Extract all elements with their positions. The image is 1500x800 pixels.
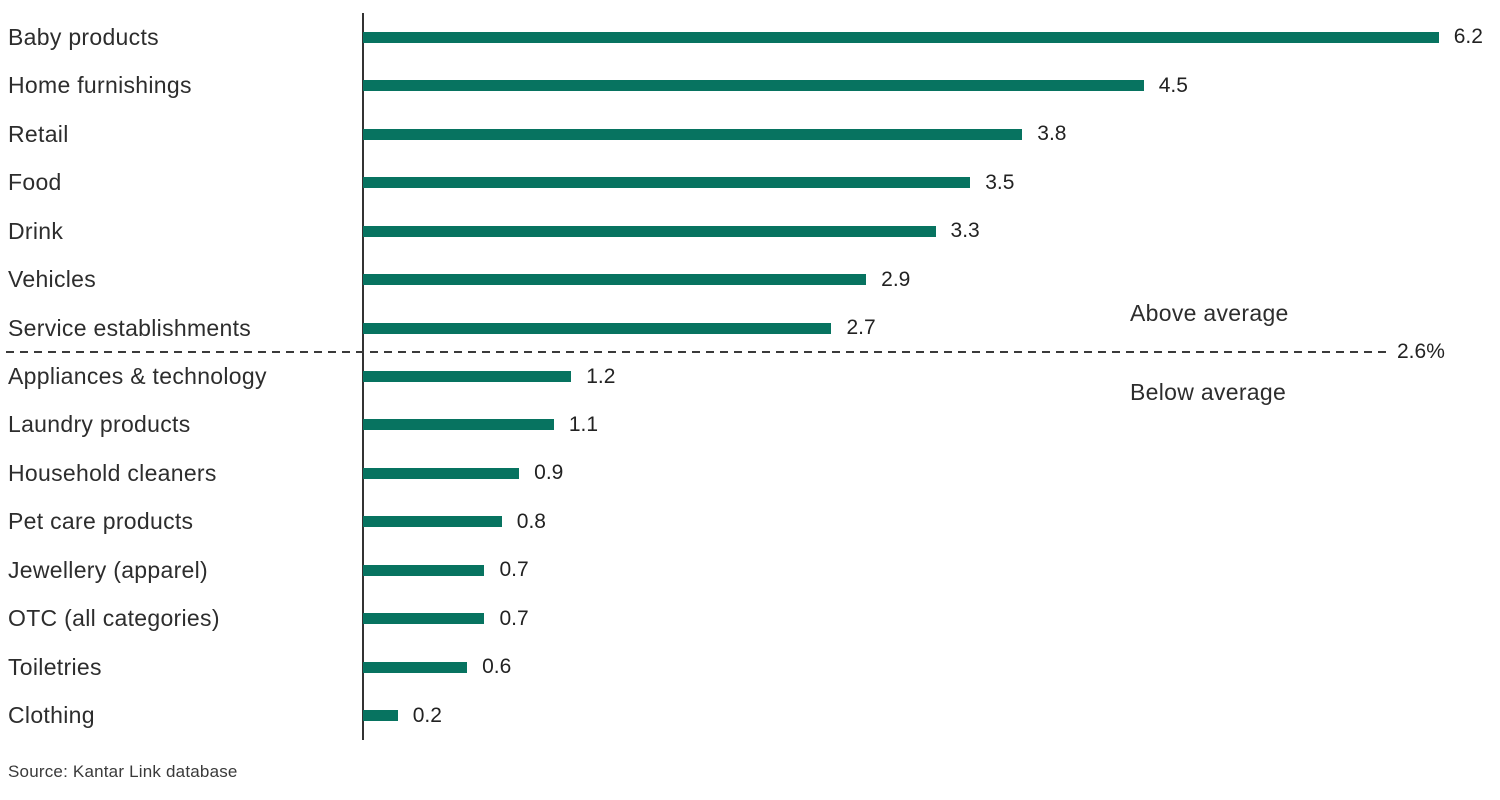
average-dashed-line (6, 351, 1387, 353)
chart-rows: Baby products 6.2 Home furnishings 4.5 Retai… (0, 13, 1500, 740)
bar (363, 419, 554, 431)
chart-row: Pet care products 0.8 (0, 498, 1500, 546)
category-label: Baby products (8, 23, 159, 50)
bar (363, 613, 485, 625)
bar-chart: Baby products 6.2 Home furnishings 4.5 Retai… (0, 13, 1500, 740)
chart-row: Toiletries 0.6 (0, 643, 1500, 691)
bar (363, 516, 502, 528)
value-label: 2.7 (846, 316, 876, 340)
bar (363, 225, 936, 237)
chart-row: Food 3.5 (0, 158, 1500, 206)
category-label: Food (8, 169, 62, 196)
category-label: Laundry products (8, 411, 191, 438)
value-label: 0.2 (412, 703, 442, 727)
bar (363, 177, 971, 189)
category-label: Clothing (8, 702, 95, 729)
bar (363, 128, 1023, 140)
category-label: Service establishments (8, 314, 252, 341)
bar (363, 467, 520, 479)
value-label: 0.8 (516, 509, 546, 533)
category-label: Drink (8, 217, 64, 244)
chart-row: Service establishments 2.7 (0, 304, 1500, 352)
bar (363, 274, 867, 286)
chart-row: Appliances & technology 1.2 (0, 352, 1500, 400)
chart-row: Household cleaners 0.9 (0, 449, 1500, 497)
bar (363, 564, 485, 576)
below-average-annotation: Below average (1130, 379, 1287, 405)
chart-row: Jewellery (apparel) 0.7 (0, 546, 1500, 594)
value-label: 2.9 (881, 267, 911, 291)
above-average-annotation: Above average (1130, 300, 1289, 326)
chart-row: Retail 3.8 (0, 110, 1500, 158)
chart-row: Vehicles 2.9 (0, 255, 1500, 303)
value-label: 1.2 (586, 364, 616, 388)
value-label: 3.3 (950, 219, 980, 243)
value-label: 6.2 (1453, 25, 1483, 49)
chart-row: Drink 3.3 (0, 207, 1500, 255)
category-label: Household cleaners (8, 459, 217, 486)
value-label: 3.5 (985, 170, 1015, 194)
chart-row: Clothing 0.2 (0, 692, 1500, 740)
category-label: OTC (all categories) (8, 605, 220, 632)
value-label: 1.1 (568, 412, 599, 436)
chart-row: OTC (all categories) 0.7 (0, 595, 1500, 643)
category-label: Appliances & technology (8, 363, 267, 390)
bar (363, 710, 398, 722)
chart-row: Baby products 6.2 (0, 13, 1500, 61)
bar (363, 371, 572, 383)
value-label: 4.5 (1158, 73, 1188, 97)
bar (363, 80, 1144, 92)
source-note: Source: Kantar Link database (8, 762, 238, 781)
category-label: Retail (8, 120, 69, 147)
chart-row: Home furnishings 4.5 (0, 61, 1500, 109)
value-label: 3.8 (1037, 122, 1067, 146)
bar (363, 322, 832, 334)
category-label: Toiletries (8, 653, 102, 680)
category-label: Jewellery (apparel) (8, 556, 208, 583)
value-label: 0.7 (499, 558, 529, 582)
chart-row: Laundry products 1.1 (0, 401, 1500, 449)
bar (363, 31, 1439, 43)
bar (363, 661, 468, 673)
value-label: 0.9 (534, 461, 564, 485)
category-label: Home furnishings (8, 72, 192, 99)
value-label: 0.6 (482, 655, 512, 679)
category-label: Pet care products (8, 508, 194, 535)
average-value-label: 2.6% (1397, 340, 1445, 363)
category-label: Vehicles (8, 266, 97, 293)
value-label: 0.7 (499, 606, 529, 630)
